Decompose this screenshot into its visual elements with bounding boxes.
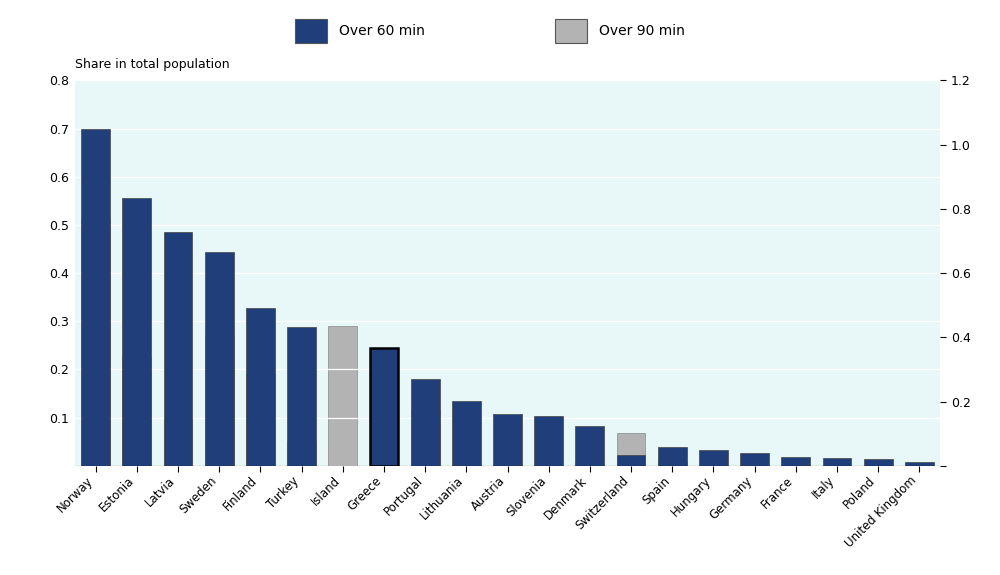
Bar — [164, 417, 192, 466]
Bar — [493, 414, 522, 466]
Bar — [295, 20, 327, 44]
Bar — [617, 455, 645, 466]
Bar — [205, 252, 234, 466]
Text: Share in total population: Share in total population — [75, 58, 230, 71]
Bar — [81, 129, 110, 466]
Bar — [555, 20, 587, 44]
Bar — [370, 348, 398, 466]
Bar — [534, 416, 563, 466]
Bar — [864, 458, 893, 466]
Bar — [534, 465, 563, 466]
Bar — [411, 411, 440, 466]
Bar — [287, 327, 316, 466]
Bar — [81, 220, 110, 466]
Bar — [164, 232, 192, 466]
Bar — [328, 326, 357, 466]
Text: Over 60 min: Over 60 min — [339, 24, 425, 39]
Bar — [658, 447, 687, 466]
Bar — [658, 462, 687, 466]
Bar — [411, 378, 440, 466]
Bar — [246, 374, 275, 466]
Bar — [781, 457, 810, 466]
Bar — [205, 335, 234, 466]
Bar — [905, 462, 934, 466]
Bar — [122, 198, 151, 466]
Text: Over 90 min: Over 90 min — [599, 24, 685, 39]
Bar — [452, 401, 481, 466]
Bar — [122, 358, 151, 466]
Bar — [370, 348, 398, 466]
Bar — [246, 308, 275, 466]
Bar — [699, 450, 728, 466]
Bar — [740, 453, 769, 466]
Bar — [287, 440, 316, 466]
Bar — [575, 463, 604, 466]
Bar — [823, 458, 851, 466]
Bar — [575, 426, 604, 466]
Bar — [617, 433, 645, 466]
Bar — [370, 421, 398, 466]
